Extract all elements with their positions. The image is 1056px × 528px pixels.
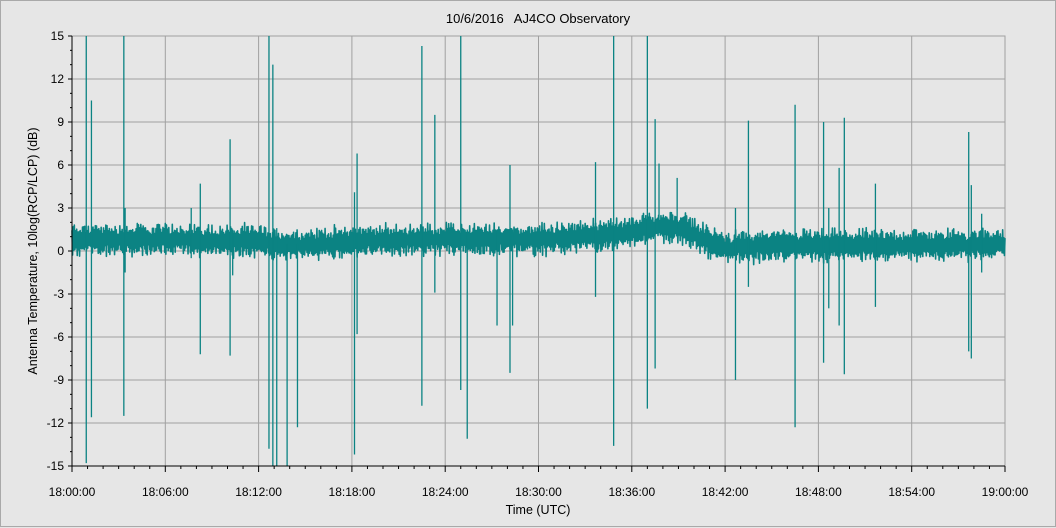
y-tick-label: 0	[57, 244, 64, 258]
axes: 15 12 9 6 3 0 -3 -6 -9 -12 -15 18:00:00 18:06:00 18:1…	[47, 29, 1029, 499]
x-tick-label: 19:00:00	[982, 485, 1029, 499]
x-tick-label: 18:18:00	[329, 485, 376, 499]
y-axis-title: Antenna Temperature, 10log(RCP/LCP) (dB)	[26, 127, 40, 374]
x-tick-label: 18:00:00	[49, 485, 96, 499]
chart-title: 10/6/2016 AJ4CO Observatory	[446, 11, 631, 26]
y-tick-label: 9	[57, 115, 64, 129]
x-tick-label: 18:06:00	[142, 485, 189, 499]
x-tick-label: 18:48:00	[795, 485, 842, 499]
series-noise-trace	[71, 211, 1006, 266]
x-tick-label: 18:54:00	[888, 485, 935, 499]
y-tick-label: 3	[57, 201, 64, 215]
x-tick-label: 18:24:00	[422, 485, 469, 499]
y-tick-label: -15	[47, 459, 65, 473]
y-tick-label: -6	[53, 330, 64, 344]
y-tick-label: 12	[51, 72, 65, 86]
x-tick-label: 18:30:00	[515, 485, 562, 499]
y-tick-label: -9	[53, 373, 64, 387]
x-tick-label: 18:12:00	[235, 485, 282, 499]
y-tick-label: -3	[53, 287, 64, 301]
x-axis-title: Time (UTC)	[506, 503, 571, 517]
series-line	[71, 36, 1006, 466]
y-tick-label: 15	[51, 29, 65, 43]
y-tick-label: -12	[47, 416, 65, 430]
x-tick-label: 18:42:00	[702, 485, 749, 499]
y-tick-label: 6	[57, 158, 64, 172]
x-tick-label: 18:36:00	[608, 485, 655, 499]
